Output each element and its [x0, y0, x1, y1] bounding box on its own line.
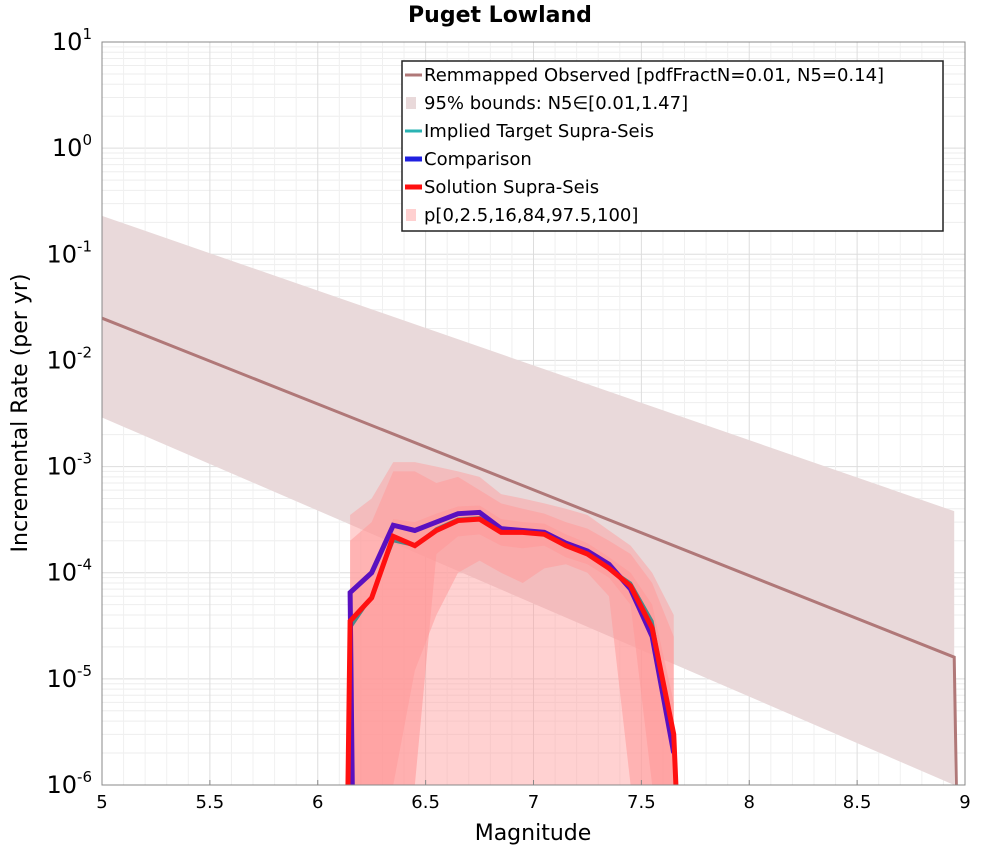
legend: Remmapped Observed [pdfFractN=0.01, N5=0…	[401, 60, 944, 232]
observed-95-band	[102, 215, 955, 786]
x-axis-label: Magnitude	[475, 821, 592, 846]
x-tick-label: 7	[528, 792, 539, 813]
legend-label: 95% bounds: N5∈[0.01,1.47]	[424, 93, 688, 114]
legend-label: Implied Target Supra-Seis	[424, 121, 654, 142]
legend-label: Remmapped Observed [pdfFractN=0.01, N5=0…	[424, 65, 884, 86]
series-solution	[345, 516, 679, 786]
x-tick-label: 8	[744, 792, 755, 813]
observed-band-group	[102, 215, 955, 786]
y-tick-label: 10-4	[46, 556, 92, 587]
y-tick-label: 10-3	[46, 450, 92, 481]
legend-label: Comparison	[424, 149, 532, 170]
x-tick-label: 8.5	[843, 792, 872, 813]
y-tick-label: 10-6	[46, 768, 92, 799]
x-tick-label: 7.5	[627, 792, 656, 813]
y-tick-label: 10-2	[46, 343, 92, 374]
y-tick-label: 100	[52, 131, 92, 162]
x-tick-label: 6	[312, 792, 323, 813]
x-tick-label: 6.5	[411, 792, 440, 813]
x-tick-label: 5.5	[196, 792, 225, 813]
legend-swatch	[406, 97, 416, 109]
percentile-band-p16-p84	[350, 505, 674, 785]
y-tick-label: 10-5	[46, 662, 92, 693]
x-tick-label: 9	[959, 792, 970, 813]
y-tick-label: 10-1	[46, 237, 92, 268]
y-tick-label: 101	[52, 25, 92, 56]
legend-box	[401, 60, 944, 232]
x-ticks: 5 5.5 6 6.5 7 7.5 8 8.5 9	[96, 780, 971, 813]
chart-title: Puget Lowland	[408, 3, 592, 28]
series-group	[101, 316, 958, 786]
legend-label: Solution Supra-Seis	[424, 177, 599, 198]
percentile-bands-group	[350, 462, 674, 785]
y-axis-label: Incremental Rate (per yr)	[8, 274, 33, 553]
legend-swatch	[406, 209, 416, 221]
series-remapped-observed	[101, 316, 958, 786]
legend-label: p[0,2.5,16,84,97.5,100]	[424, 205, 638, 226]
y-ticks: 101 100 10-1 10-2 10-3 10-4 10-5 10-6	[46, 25, 92, 799]
x-tick-label: 5	[96, 792, 107, 813]
